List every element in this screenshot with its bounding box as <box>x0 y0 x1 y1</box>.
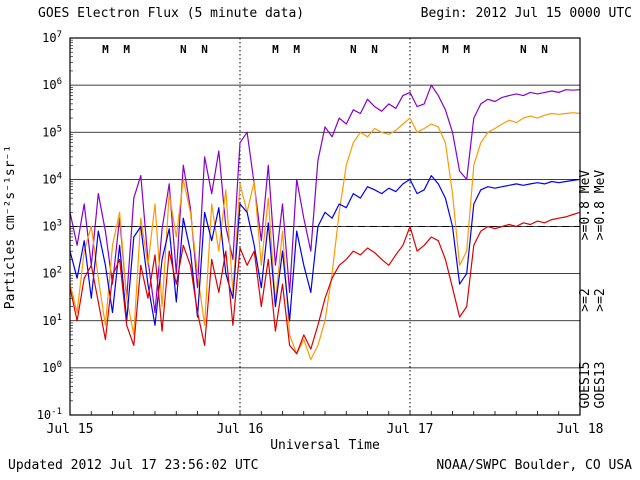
satellite-marker-letter: M <box>293 43 300 56</box>
x-tick-label: Jul 15 <box>47 422 94 437</box>
y-tick-label: 101 <box>42 313 62 328</box>
y-tick-label: 106 <box>42 77 62 92</box>
legend-channel-label: >=2 <box>593 288 608 311</box>
series-line <box>69 112 581 361</box>
series-line <box>69 84 581 314</box>
satellite-marker-letter: N <box>371 43 378 56</box>
legend-satellite-label: GOES13 <box>593 362 608 409</box>
legend-satellite-label: GOES15 <box>578 362 593 409</box>
satellite-marker-letter: N <box>350 43 357 56</box>
legend-channel-label: >=2 <box>578 288 593 311</box>
series-line <box>69 211 581 355</box>
y-tick-label: 103 <box>42 219 62 234</box>
y-tick-label: 104 <box>42 171 62 186</box>
source-attribution: NOAA/SWPC Boulder, CO USA <box>436 458 632 473</box>
updated-timestamp: Updated 2012 Jul 17 23:56:02 UTC <box>8 458 259 473</box>
y-tick-label: 107 <box>42 30 62 45</box>
satellite-marker-letter: N <box>541 43 548 56</box>
x-axis-title: Universal Time <box>270 438 380 453</box>
y-axis-title: Particles cm⁻²s⁻¹sr⁻¹ <box>3 145 18 309</box>
plot-frame <box>69 37 581 416</box>
y-tick-label: 105 <box>42 124 62 139</box>
satellite-marker-letter: M <box>463 43 470 56</box>
satellite-marker-letter: M <box>442 43 449 56</box>
satellite-marker-letter: M <box>272 43 279 56</box>
x-tick-label: Jul 17 <box>387 422 434 437</box>
legend-channel-label: >=0.8 MeV <box>578 170 593 241</box>
x-tick-label: Jul 18 <box>557 422 604 437</box>
satellite-marker-letter: N <box>180 43 187 56</box>
y-tick-label: 102 <box>42 266 62 281</box>
x-tick-label: Jul 16 <box>217 422 264 437</box>
satellite-marker-letter: M <box>123 43 130 56</box>
begin-timestamp: Begin: 2012 Jul 15 0000 UTC <box>420 6 632 21</box>
satellite-marker-letter: N <box>201 43 208 56</box>
satellite-marker-letter: N <box>520 43 527 56</box>
chart-title: GOES Electron Flux (5 minute data) <box>38 6 305 21</box>
y-tick-label: 100 <box>42 360 62 375</box>
electron-flux-chart: 10-1 100 101 102 103 104 105 106 107 M M N N M M N N M M N N… <box>3 30 608 453</box>
series-line <box>69 175 581 326</box>
y-tick-label: 10-1 <box>37 407 62 422</box>
satellite-marker-letter: M <box>102 43 109 56</box>
legend-channel-label: >=0.8 MeV <box>593 170 608 241</box>
